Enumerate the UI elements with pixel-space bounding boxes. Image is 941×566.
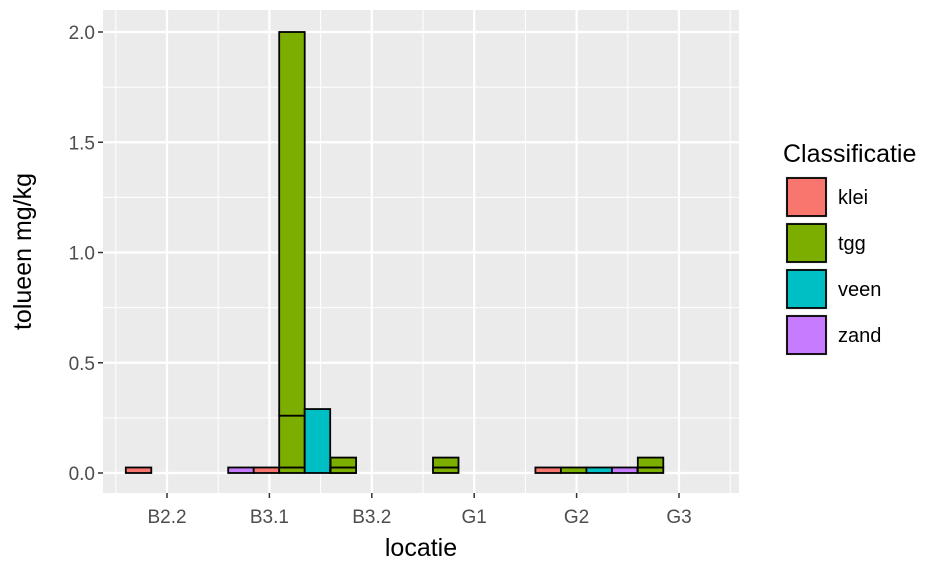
legend-label-veen: veen	[838, 279, 881, 301]
bar-G2-klei	[534, 466, 562, 474]
y-tick-label: 1.0	[69, 244, 95, 265]
bar-B3.1-zand	[227, 466, 255, 474]
y-tick-label: 0.5	[69, 354, 95, 375]
bar-G1-tgg	[432, 456, 460, 469]
x-tick-label: B2.2	[147, 507, 186, 528]
legend-key-veen	[786, 269, 827, 309]
bar-B2.2-klei	[124, 466, 153, 474]
y-tick-label: 2.0	[69, 23, 95, 44]
y-tick-label: 1.5	[69, 133, 95, 154]
bar-G3-tgg	[636, 456, 665, 469]
bars	[124, 31, 665, 474]
legend-label-klei: klei	[838, 187, 868, 209]
bar-B3.2-tgg	[329, 456, 358, 469]
x-tick-label: G2	[564, 507, 589, 528]
gridlines	[103, 10, 739, 493]
legend-key-tgg	[786, 223, 827, 263]
bar-B3.1-tgg	[278, 31, 306, 417]
legend-title: Classificatie	[783, 140, 916, 168]
x-tick-label: G1	[462, 507, 487, 528]
legend: Classificatie klei tgg veen zand	[783, 140, 916, 356]
x-tick-label: B3.1	[250, 507, 289, 528]
bar-B3.1-veen	[303, 408, 332, 474]
y-tick-label: 0.0	[69, 464, 95, 485]
y-axis-title: tolueen mg/kg	[9, 173, 37, 330]
legend-label-tgg: tgg	[838, 233, 866, 255]
y-axis-ticks: 0.0 0.5 1.0 1.5 2.0	[69, 23, 103, 485]
bar-G2-tgg	[560, 466, 588, 474]
x-tick-label: B3.2	[352, 507, 391, 528]
x-axis-ticks: B2.2 B3.1 B3.2 G1 G2 G3	[147, 493, 692, 528]
legend-label-zand: zand	[838, 325, 881, 347]
bar-G2-zand	[611, 466, 639, 474]
legend-key-zand	[786, 315, 827, 355]
bar-B3.1-tgg	[278, 414, 306, 469]
x-tick-label: G3	[666, 507, 691, 528]
x-axis-title: locatie	[385, 534, 457, 562]
bar-B3.1-klei	[252, 466, 281, 474]
legend-key-klei	[786, 177, 827, 217]
bar-G2-veen	[585, 466, 613, 474]
